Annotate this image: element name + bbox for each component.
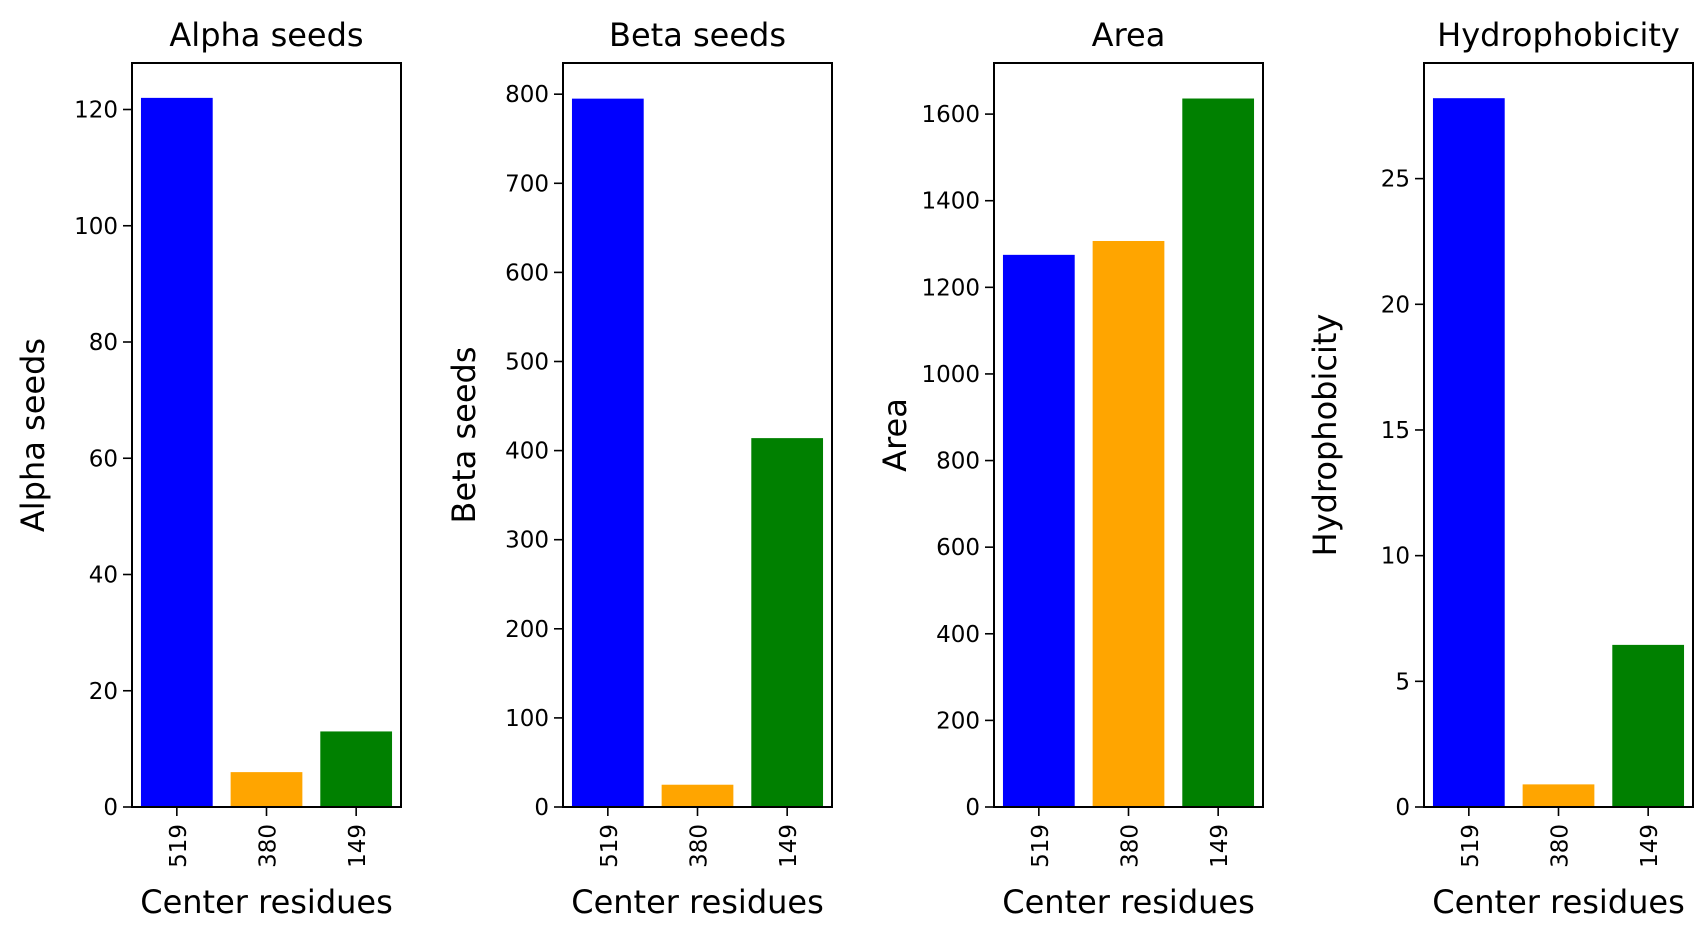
bar-149 <box>751 438 824 807</box>
y-tick-label: 400 <box>936 622 980 648</box>
y-tick-label: 40 <box>89 563 118 589</box>
y-axis-label: Hydrophobicity <box>1306 314 1344 557</box>
y-tick-label: 0 <box>965 795 980 821</box>
x-axis-label: Center residues <box>140 883 393 921</box>
y-tick-label: 500 <box>505 349 549 375</box>
bar-519 <box>1432 98 1505 807</box>
bar-380 <box>230 772 303 807</box>
y-tick-label: 200 <box>936 708 980 734</box>
y-tick-label: 1600 <box>921 102 980 128</box>
chart-title: Alpha seeds <box>169 16 363 54</box>
chart-panel-4: 0 5 10 15 20 25 519 380 149 Hydrophobicity Center … <box>1306 16 1694 921</box>
chart-title: Hydrophobicity <box>1437 16 1680 54</box>
bar-519 <box>1002 254 1075 808</box>
chart-title: Beta seeds <box>609 16 786 54</box>
x-tick-label: 149 <box>1637 824 1663 868</box>
y-tick-label: 1000 <box>921 362 980 388</box>
y-tick-label: 10 <box>1381 544 1410 570</box>
bar-380 <box>1092 240 1165 808</box>
y-tick-label: 60 <box>89 446 118 472</box>
y-tick-label: 600 <box>936 535 980 561</box>
x-axis-label: Center residues <box>1002 883 1255 921</box>
y-tick-label: 80 <box>89 330 118 356</box>
x-tick-label: 519 <box>166 824 192 868</box>
y-tick-label: 5 <box>1395 669 1410 695</box>
y-tick-label: 1400 <box>921 189 980 215</box>
y-tick-label: 0 <box>534 795 549 821</box>
x-axis-label: Center residues <box>1432 883 1685 921</box>
chart-panel-1: 0 20 40 60 80 100 120 519 380 149 Alpha seeds Cente… <box>14 16 402 921</box>
x-tick-label: 380 <box>687 824 713 868</box>
bar-519 <box>571 98 644 807</box>
x-tick-label: 380 <box>1548 824 1574 868</box>
y-tick-label: 700 <box>505 171 549 197</box>
y-axis-label: Area <box>876 398 914 472</box>
bar-149 <box>1612 644 1685 807</box>
y-tick-label: 20 <box>1381 292 1410 318</box>
bar-149 <box>1182 98 1255 808</box>
x-tick-label: 380 <box>256 824 282 868</box>
x-tick-label: 149 <box>1207 824 1233 868</box>
y-tick-label: 20 <box>89 679 118 705</box>
y-tick-label: 200 <box>505 617 549 643</box>
x-tick-label: 519 <box>597 824 623 868</box>
y-tick-label: 600 <box>505 260 549 286</box>
x-tick-label: 519 <box>1028 824 1054 868</box>
y-tick-label: 15 <box>1381 418 1410 444</box>
y-tick-label: 300 <box>505 528 549 554</box>
x-tick-label: 519 <box>1458 824 1484 868</box>
y-tick-label: 400 <box>505 439 549 465</box>
chart-panel-2: 0 100 200 300 400 500 600 700 800 519 380 149 Beta s… <box>445 16 833 921</box>
x-tick-label: 149 <box>345 824 371 868</box>
y-tick-label: 25 <box>1381 167 1410 193</box>
x-tick-label: 380 <box>1118 824 1144 868</box>
y-tick-label: 0 <box>103 795 118 821</box>
y-tick-label: 120 <box>74 98 118 124</box>
x-axis-label: Center residues <box>571 883 824 921</box>
x-tick-label: 149 <box>776 824 802 868</box>
bar-519 <box>140 97 213 807</box>
chart-title: Area <box>1092 16 1166 54</box>
y-tick-label: 100 <box>74 214 118 240</box>
y-axis-label: Alpha seeds <box>14 338 52 532</box>
y-tick-label: 800 <box>505 82 549 108</box>
bar-149 <box>320 731 393 807</box>
y-tick-label: 1200 <box>921 275 980 301</box>
bar-380 <box>1522 784 1595 807</box>
y-tick-label: 0 <box>1395 795 1410 821</box>
y-tick-label: 800 <box>936 449 980 475</box>
bar-380 <box>661 784 734 807</box>
y-tick-label: 100 <box>505 706 549 732</box>
chart-panel-3: 0 200 400 600 800 1000 1200 1400 1600 519 380 149 Ar… <box>876 16 1264 921</box>
y-axis-label: Beta seeds <box>445 347 483 524</box>
